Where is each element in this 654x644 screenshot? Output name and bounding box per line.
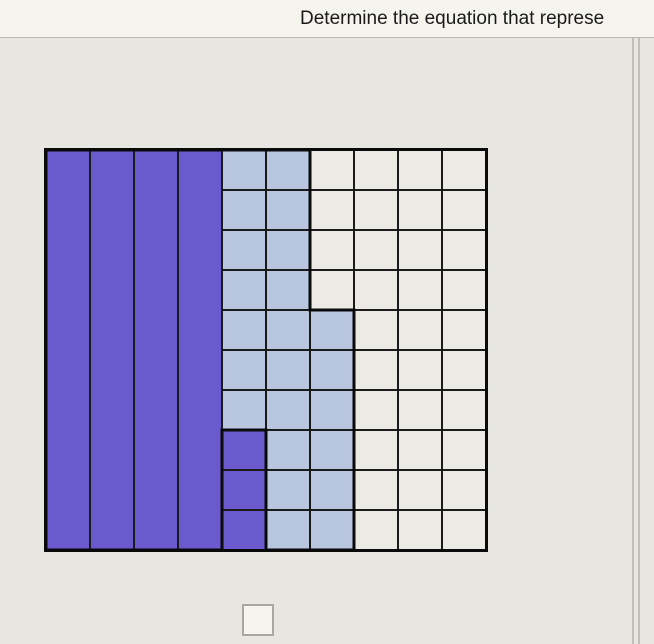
grid-cell xyxy=(266,390,310,430)
grid-cell xyxy=(398,430,442,470)
grid-cell xyxy=(398,230,442,270)
grid-cell xyxy=(354,310,398,350)
grid-cell xyxy=(266,230,310,270)
grid-cell xyxy=(222,390,266,430)
grid-cell xyxy=(222,470,266,510)
grid-cell xyxy=(310,150,354,190)
grid-cell xyxy=(354,470,398,510)
grid-cell xyxy=(398,510,442,550)
grid-cell xyxy=(398,350,442,390)
grid-cell xyxy=(222,150,266,190)
grid-cell xyxy=(310,270,354,310)
grid-cell xyxy=(266,190,310,230)
grid-cell xyxy=(354,230,398,270)
grid-cell xyxy=(398,270,442,310)
header-bar: Determine the equation that represe xyxy=(0,0,654,38)
purple-column-strip xyxy=(178,150,222,550)
grid-cell xyxy=(354,430,398,470)
grid-cell xyxy=(354,350,398,390)
grid-cell xyxy=(442,230,486,270)
grid-cell xyxy=(354,390,398,430)
grid-cell xyxy=(442,430,486,470)
purple-column-strip xyxy=(90,150,134,550)
grid-cell xyxy=(222,510,266,550)
grid-cell xyxy=(442,470,486,510)
grid-cell xyxy=(222,270,266,310)
grid-cell xyxy=(354,150,398,190)
grid-cell xyxy=(442,390,486,430)
grid-cell xyxy=(398,150,442,190)
purple-column-strip xyxy=(46,150,90,550)
grid-cell xyxy=(310,430,354,470)
grid-cell xyxy=(398,470,442,510)
answer-input-box[interactable] xyxy=(242,604,274,636)
grid-cell xyxy=(442,350,486,390)
grid-cell xyxy=(222,190,266,230)
grid-cell xyxy=(222,230,266,270)
grid-cell xyxy=(266,350,310,390)
grid-cell xyxy=(310,350,354,390)
grid-cell xyxy=(266,430,310,470)
grid-cell xyxy=(310,230,354,270)
grid-cell xyxy=(266,150,310,190)
prompt-text: Determine the equation that represe xyxy=(300,8,604,30)
grid-cell xyxy=(266,270,310,310)
grid-cell xyxy=(354,510,398,550)
purple-column-strip xyxy=(134,150,178,550)
grid-cell xyxy=(266,510,310,550)
grid-cell xyxy=(442,510,486,550)
grid-cell xyxy=(354,270,398,310)
right-panel-edge xyxy=(638,38,654,644)
grid-cell xyxy=(222,310,266,350)
grid-cell xyxy=(398,190,442,230)
grid-cell xyxy=(398,390,442,430)
grid-cell xyxy=(222,350,266,390)
grid-cell xyxy=(310,510,354,550)
grid-cell xyxy=(442,270,486,310)
grid-cell xyxy=(354,190,398,230)
grid-cell xyxy=(442,190,486,230)
grid-cell xyxy=(310,470,354,510)
grid-cell xyxy=(310,390,354,430)
hundred-grid-diagram xyxy=(46,150,522,550)
grid-cell xyxy=(398,310,442,350)
grid-cell xyxy=(310,190,354,230)
grid-cell xyxy=(442,150,486,190)
grid-cell xyxy=(266,310,310,350)
grid-cell xyxy=(310,310,354,350)
grid-cell xyxy=(222,430,266,470)
grid-cell xyxy=(442,310,486,350)
grid-cell xyxy=(266,470,310,510)
